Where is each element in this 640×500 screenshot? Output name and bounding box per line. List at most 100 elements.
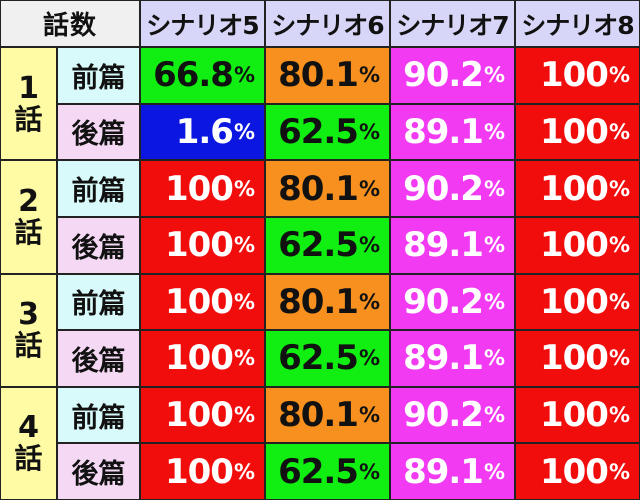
- probability-value: 100: [165, 338, 233, 378]
- probability-cell: 1.6%: [140, 104, 265, 161]
- episode-suffix: 話: [14, 331, 42, 362]
- probability-value: 100: [540, 395, 608, 435]
- probability-value: 89.1: [403, 112, 483, 152]
- probability-value: 100: [165, 282, 233, 322]
- probability-value: 1.6: [176, 112, 233, 152]
- probability-value: 89.1: [403, 225, 483, 265]
- probability-value: 89.1: [403, 338, 483, 378]
- percent-sign: %: [359, 233, 379, 257]
- probability-cell: 89.1%: [390, 330, 515, 387]
- probability-cell: 100%: [515, 387, 640, 444]
- part-label: 後篇: [57, 104, 140, 161]
- probability-value: 100: [165, 169, 233, 209]
- probability-value: 62.5: [278, 338, 358, 378]
- probability-value: 62.5: [278, 452, 358, 492]
- episode-number: 4: [18, 411, 39, 444]
- probability-value: 100: [165, 225, 233, 265]
- probability-value: 80.1: [278, 169, 358, 209]
- probability-cell: 100%: [515, 330, 640, 387]
- probability-cell: 100%: [515, 217, 640, 274]
- episode-suffix: 話: [14, 218, 42, 249]
- percent-sign: %: [609, 120, 629, 144]
- percent-sign: %: [484, 233, 504, 257]
- probability-cell: 100%: [140, 274, 265, 331]
- probability-cell: 89.1%: [390, 443, 515, 500]
- probability-cell: 100%: [515, 274, 640, 331]
- probability-value: 90.2: [403, 55, 483, 95]
- probability-cell: 89.1%: [390, 217, 515, 274]
- percent-sign: %: [234, 346, 254, 370]
- scenario-5-header: シナリオ5: [140, 0, 265, 47]
- probability-value: 100: [165, 452, 233, 492]
- part-label: 後篇: [57, 330, 140, 387]
- probability-cell: 100%: [515, 443, 640, 500]
- probability-value: 62.5: [278, 112, 358, 152]
- percent-sign: %: [234, 403, 254, 427]
- probability-cell: 100%: [515, 47, 640, 104]
- probability-cell: 80.1%: [265, 47, 390, 104]
- probability-value: 100: [540, 452, 608, 492]
- probability-value: 90.2: [403, 169, 483, 209]
- episode-suffix: 話: [14, 105, 42, 136]
- probability-cell: 100%: [140, 443, 265, 500]
- part-label: 前篇: [57, 160, 140, 217]
- probability-cell: 62.5%: [265, 443, 390, 500]
- probability-cell: 80.1%: [265, 274, 390, 331]
- scenario-6-header: シナリオ6: [265, 0, 390, 47]
- probability-cell: 100%: [140, 387, 265, 444]
- percent-sign: %: [609, 63, 629, 87]
- percent-sign: %: [234, 290, 254, 314]
- percent-sign: %: [234, 460, 254, 484]
- probability-cell: 100%: [515, 160, 640, 217]
- probability-cell: 80.1%: [265, 160, 390, 217]
- probability-value: 80.1: [278, 55, 358, 95]
- probability-value: 89.1: [403, 452, 483, 492]
- percent-sign: %: [234, 63, 254, 87]
- percent-sign: %: [484, 177, 504, 201]
- percent-sign: %: [359, 346, 379, 370]
- probability-cell: 100%: [140, 217, 265, 274]
- percent-sign: %: [609, 346, 629, 370]
- episode-count-header: 話数: [0, 0, 140, 47]
- scenario-8-header: シナリオ8: [515, 0, 640, 47]
- probability-value: 100: [540, 225, 608, 265]
- part-label: 前篇: [57, 47, 140, 104]
- probability-value: 90.2: [403, 282, 483, 322]
- probability-value: 66.8: [153, 55, 233, 95]
- part-label: 前篇: [57, 274, 140, 331]
- probability-value: 100: [540, 282, 608, 322]
- percent-sign: %: [359, 120, 379, 144]
- percent-sign: %: [609, 460, 629, 484]
- percent-sign: %: [609, 403, 629, 427]
- percent-sign: %: [484, 403, 504, 427]
- percent-sign: %: [484, 63, 504, 87]
- probability-cell: 100%: [140, 160, 265, 217]
- probability-value: 62.5: [278, 225, 358, 265]
- percent-sign: %: [359, 403, 379, 427]
- part-label: 後篇: [57, 217, 140, 274]
- percent-sign: %: [234, 120, 254, 144]
- part-label: 後篇: [57, 443, 140, 500]
- percent-sign: %: [609, 233, 629, 257]
- probability-value: 100: [540, 169, 608, 209]
- probability-value: 100: [540, 338, 608, 378]
- probability-cell: 66.8%: [140, 47, 265, 104]
- probability-cell: 62.5%: [265, 330, 390, 387]
- percent-sign: %: [234, 177, 254, 201]
- percent-sign: %: [359, 63, 379, 87]
- probability-cell: 62.5%: [265, 217, 390, 274]
- percent-sign: %: [484, 346, 504, 370]
- probability-value: 100: [165, 395, 233, 435]
- probability-cell: 90.2%: [390, 387, 515, 444]
- probability-value: 100: [540, 55, 608, 95]
- episode-number: 2: [18, 185, 39, 218]
- episode-number: 1: [18, 72, 39, 105]
- part-label: 前篇: [57, 387, 140, 444]
- probability-value: 100: [540, 112, 608, 152]
- percent-sign: %: [484, 120, 504, 144]
